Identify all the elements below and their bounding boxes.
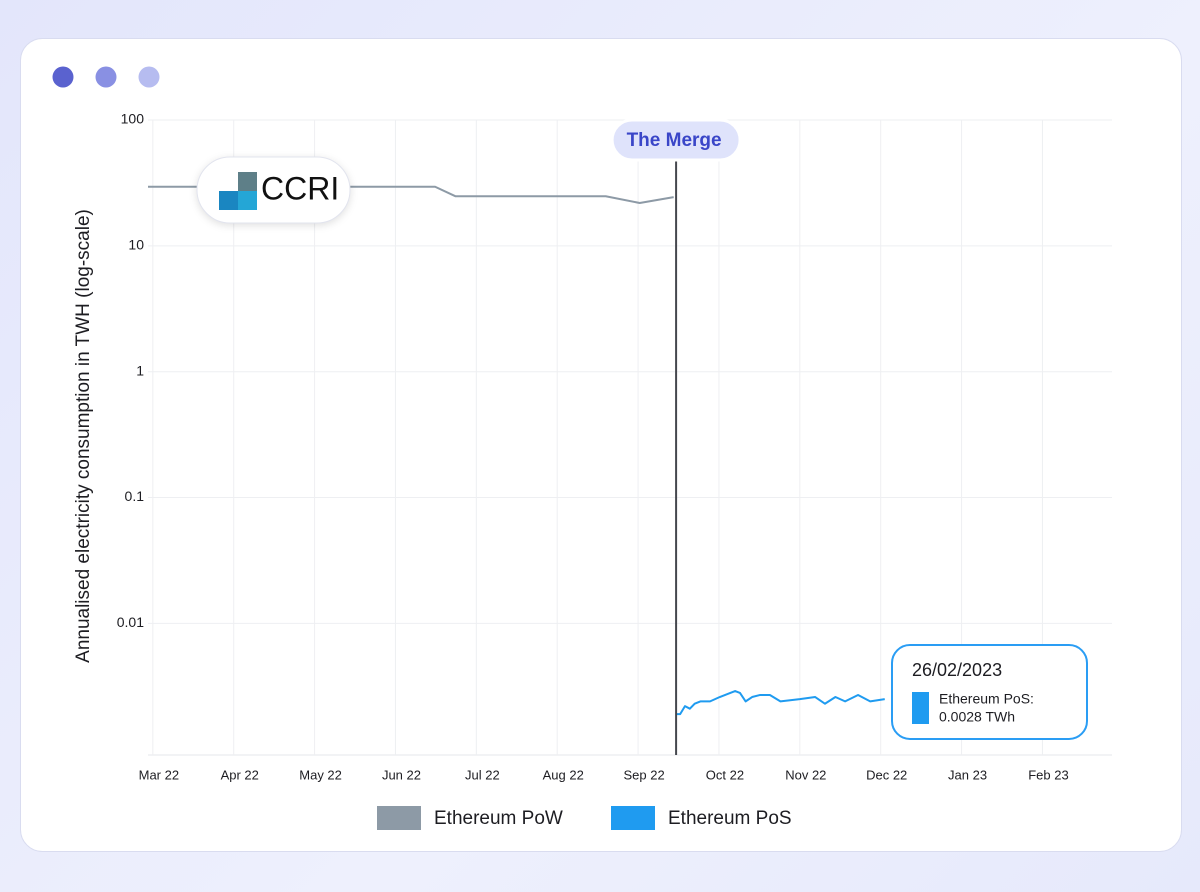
x-tick-label: Apr 22	[221, 767, 259, 782]
x-tick-label: May 22	[299, 767, 342, 782]
y-tick-label: 0.1	[125, 488, 145, 504]
y-tick-label: 1	[136, 362, 144, 378]
tooltip-swatch	[912, 692, 929, 724]
annotation-badge	[610, 118, 742, 162]
y-tick-label: 100	[121, 111, 145, 127]
legend-label: Ethereum PoS	[668, 808, 792, 829]
x-tick-label: Jan 23	[948, 767, 987, 782]
grid: 100 10 1 0.1 0.01 Mar 22 Apr 22 May 22 Jun 22 Jul…	[117, 111, 1112, 782]
tooltip: 26/02/2023 Ethereum PoS: 0.0028 TWh	[891, 644, 1088, 740]
x-tick-label: Dec 22	[866, 767, 907, 782]
legend-swatch	[611, 806, 655, 830]
logo-square	[238, 172, 257, 191]
legend: Ethereum PoW Ethereum PoS	[377, 806, 792, 830]
x-tick-label: Oct 22	[706, 767, 744, 782]
logo-text: CCRI	[261, 170, 339, 206]
series-line	[148, 185, 674, 204]
y-tick-label: 0.01	[117, 614, 144, 630]
x-tick-label: Jun 22	[382, 767, 421, 782]
tooltip-series: Ethereum PoS:	[939, 691, 1034, 707]
logo-square	[219, 191, 238, 210]
tooltip-title: 26/02/2023	[912, 660, 1002, 680]
legend-label: Ethereum PoW	[434, 808, 563, 829]
y-axis-title: Annualised electricity consumption in TW…	[73, 209, 94, 663]
tooltip-value: 0.0028 TWh	[939, 709, 1015, 725]
x-tick-label: Aug 22	[543, 767, 584, 782]
x-tick-label: Jul 22	[465, 767, 500, 782]
window-dot	[52, 66, 74, 88]
legend-swatch	[377, 806, 421, 830]
window-dot	[138, 66, 160, 88]
x-tick-label: Sep 22	[623, 767, 664, 782]
window-dot	[95, 66, 117, 88]
x-tick-label: Feb 23	[1028, 767, 1068, 782]
tooltip-box	[891, 644, 1088, 740]
y-tick-label: 10	[128, 237, 144, 253]
logo-badge: CCRI	[196, 156, 351, 224]
x-tick-label: Mar 22	[139, 767, 179, 782]
plot: The Merge	[148, 118, 885, 755]
annotation-label: The Merge	[627, 130, 722, 151]
x-tick-label: Nov 22	[785, 767, 826, 782]
window-card	[20, 38, 1182, 852]
series-line	[676, 690, 885, 716]
logo-square	[238, 191, 257, 210]
